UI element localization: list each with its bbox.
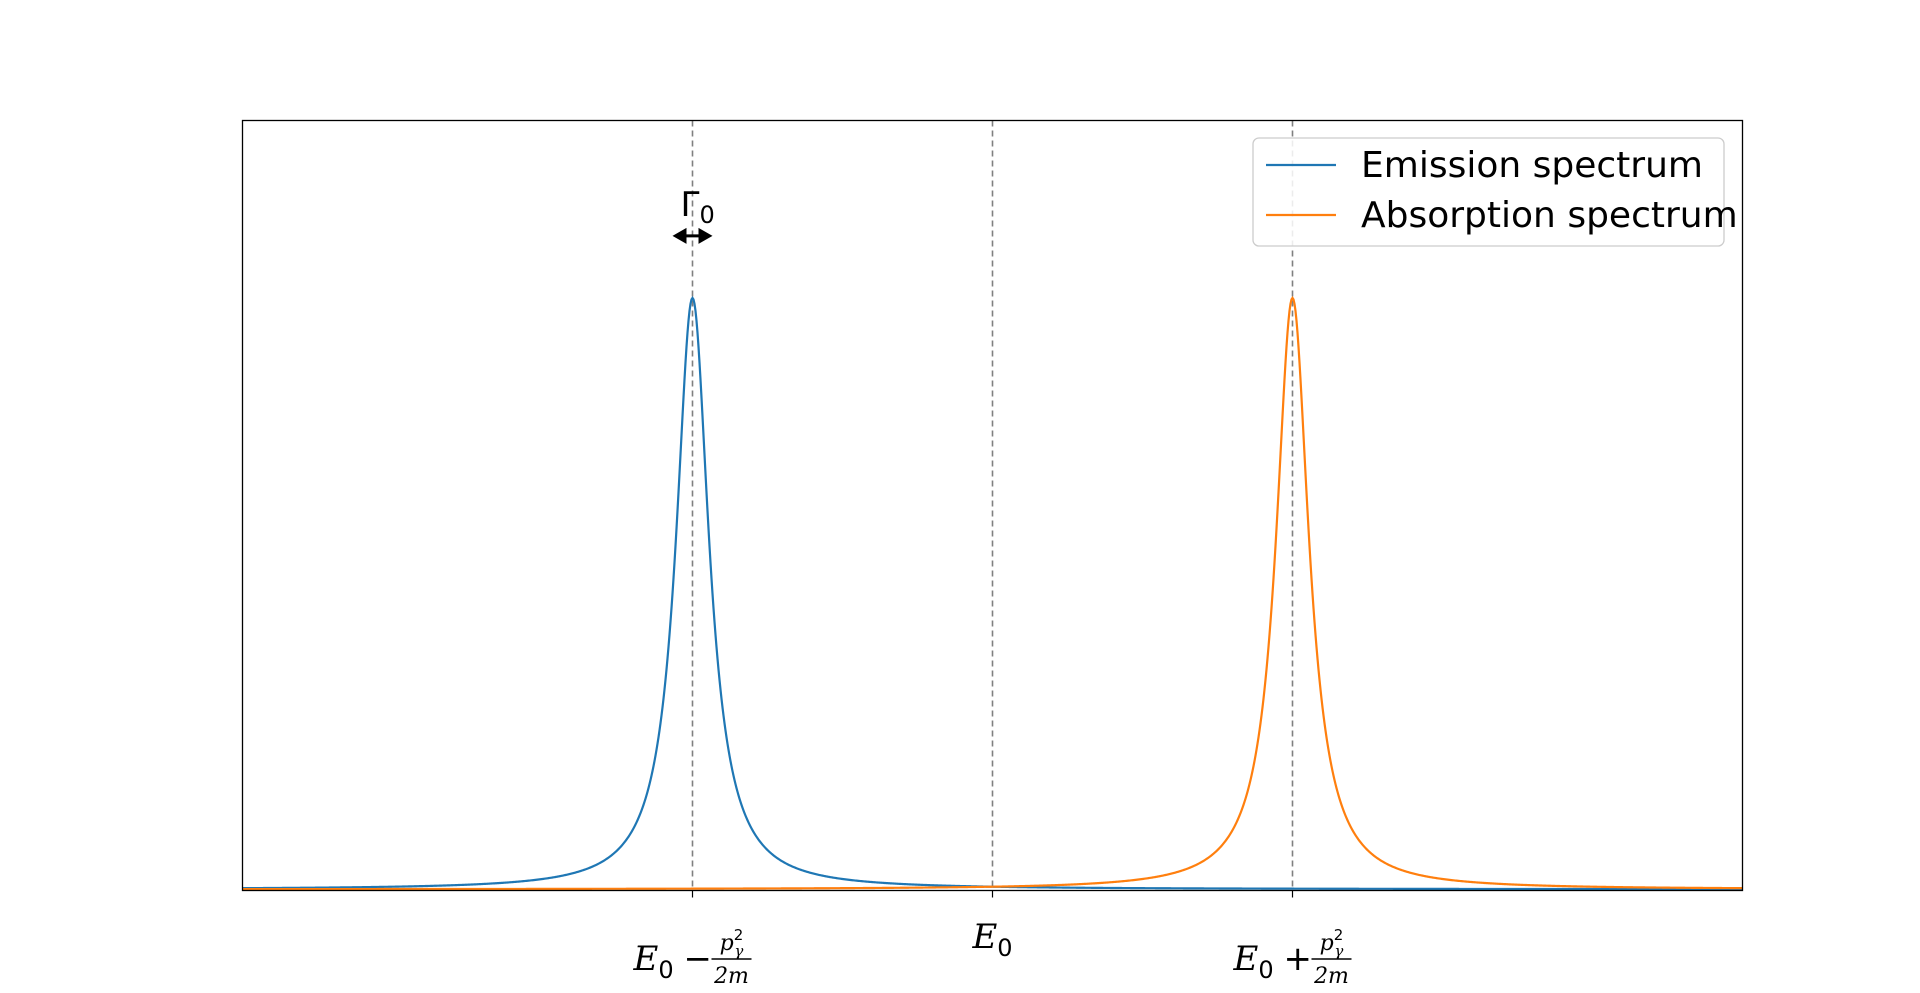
tick-main-text: E0 bbox=[633, 939, 674, 984]
x-tick-label: E0− p2 γ 2m bbox=[633, 926, 752, 989]
tick-subscript: 0 bbox=[658, 956, 673, 984]
tick-operator: + bbox=[1284, 939, 1313, 979]
legend-entry-0: Emission spectrum bbox=[1266, 145, 1703, 186]
tick-numerator: p2 γ bbox=[720, 926, 744, 960]
gamma-label-subscript: 0 bbox=[699, 201, 714, 229]
tick-numerator-sup: 2 bbox=[1334, 926, 1344, 944]
tick-subscript: 0 bbox=[1258, 956, 1273, 984]
arrow-head-left bbox=[672, 227, 687, 244]
legend-box bbox=[1252, 137, 1725, 247]
plot-area bbox=[242, 120, 1743, 891]
tick-numerator-sub: γ bbox=[734, 942, 743, 960]
tick-numerator-sup: 2 bbox=[734, 926, 744, 944]
series-line-absorption-spectrum bbox=[242, 295, 1743, 891]
legend-entry-1: Absorption spectrum bbox=[1266, 195, 1738, 236]
legend: Emission spectrum Absorption spectrum bbox=[1252, 137, 1738, 247]
tick-denominator: 2m bbox=[713, 964, 749, 989]
x-tick-0: E0− p2 γ 2m bbox=[633, 890, 752, 989]
tick-numerator-sub: γ bbox=[1334, 942, 1343, 960]
legend-label: Absorption spectrum bbox=[1361, 195, 1738, 236]
tick-subscript: 0 bbox=[997, 934, 1012, 962]
tick-numerator: p2 γ bbox=[1320, 926, 1344, 960]
arrow-head-right bbox=[698, 227, 713, 244]
tick-operator: − bbox=[684, 939, 713, 979]
legend-label: Emission spectrum bbox=[1361, 145, 1703, 186]
tick-denominator: 2m bbox=[1313, 964, 1349, 989]
